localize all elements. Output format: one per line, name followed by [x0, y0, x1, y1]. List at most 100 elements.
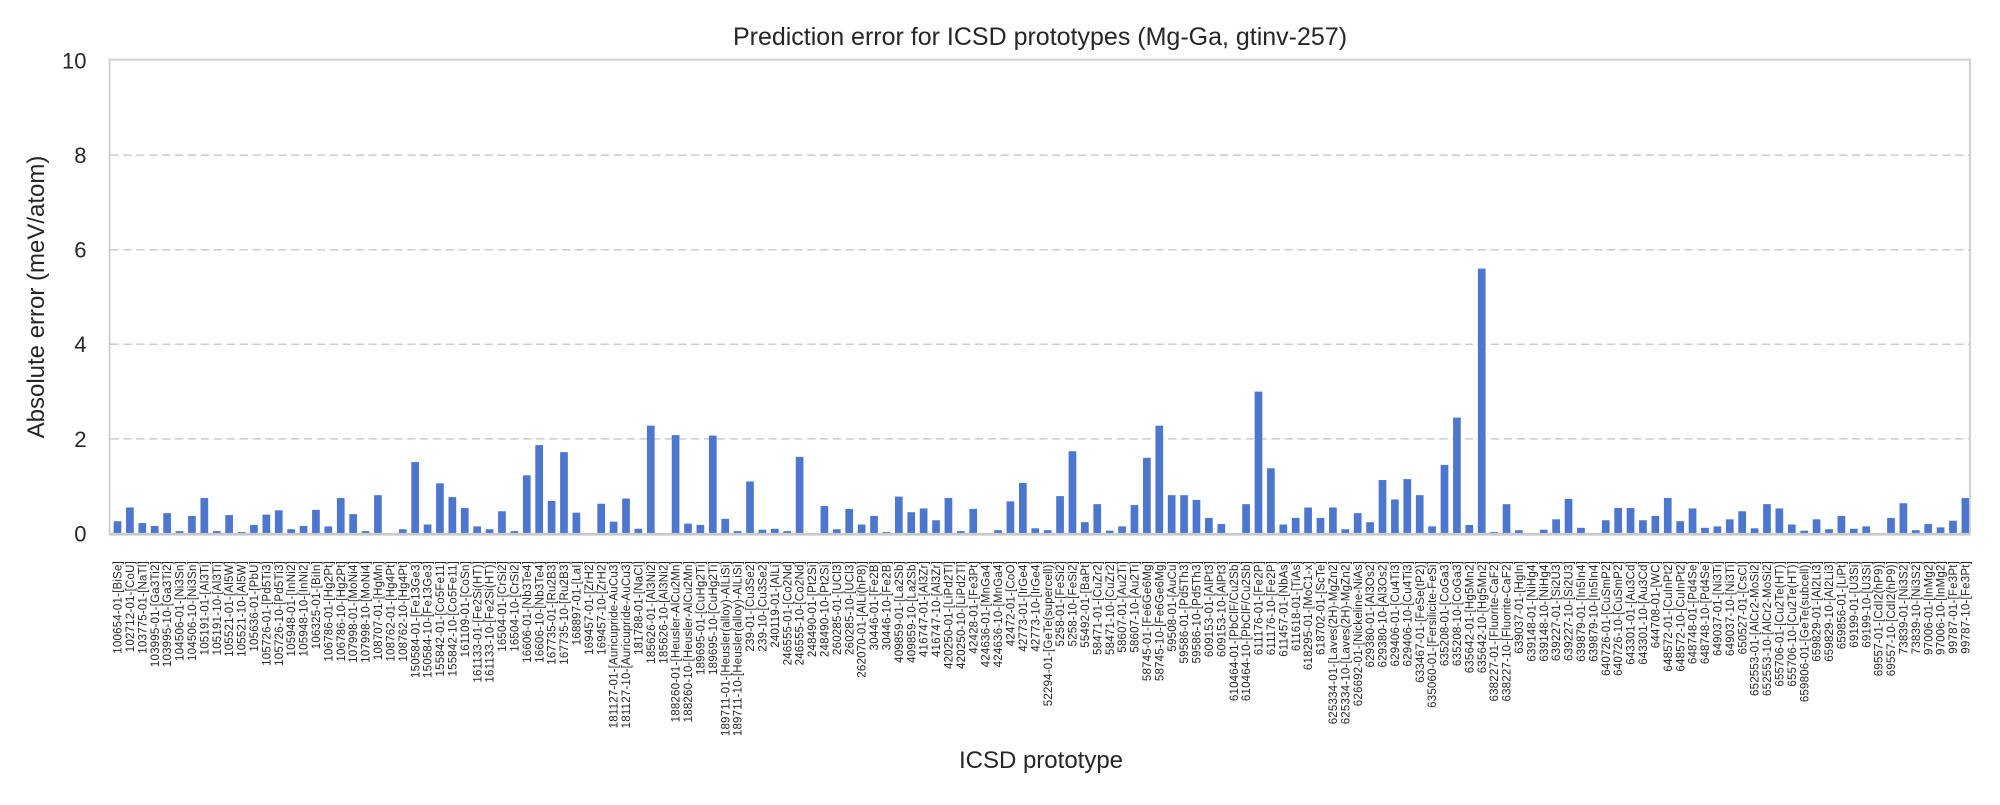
svg-text:618295-01-[MoC1-x]: 618295-01-[MoC1-x] [1303, 561, 1315, 670]
svg-text:42773-10-[IrGe4]: 42773-10-[IrGe4] [1030, 561, 1042, 652]
svg-text:103995-10-[Ga3Ti2]: 103995-10-[Ga3Ti2] [162, 561, 174, 667]
svg-text:168897-01-[LaI]: 168897-01-[LaI] [571, 561, 583, 645]
svg-text:104506-01-[Ni3Sn]: 104506-01-[Ni3Sn] [175, 561, 187, 661]
svg-text:639227-10-[Si2U3]: 639227-10-[Si2U3] [1564, 561, 1576, 661]
svg-text:10: 10 [62, 48, 86, 73]
svg-text:185626-10-[Al3Ni2]: 185626-10-[Al3Ni2] [658, 561, 670, 664]
svg-text:105521-10-[Al5W]: 105521-10-[Al5W] [237, 561, 249, 657]
svg-text:8: 8 [74, 143, 86, 168]
svg-text:73839-10-[Ni3S2]: 73839-10-[Ni3S2] [1911, 561, 1923, 654]
svg-text:409859-10-[La2Sb]: 409859-10-[La2Sb] [906, 561, 918, 663]
svg-text:103995-01-[Ga3Ti2]: 103995-01-[Ga3Ti2] [150, 561, 162, 667]
svg-text:239-01-[Cu3Se2]: 239-01-[Cu3Se2] [745, 561, 757, 652]
svg-text:648748-01-[Pd4Se]: 648748-01-[Pd4Se] [1688, 561, 1700, 664]
svg-text:638227-10-[Fluorite-CaF2]: 638227-10-[Fluorite-CaF2] [1502, 561, 1514, 702]
svg-text:640726-10-[CuSmP2]: 640726-10-[CuSmP2] [1613, 561, 1625, 676]
svg-text:161133-01-[Fe2Si(HT)]: 161133-01-[Fe2Si(HT)] [472, 561, 484, 683]
svg-text:416747-10-[Al3Zr]: 416747-10-[Al3Zr] [931, 561, 943, 657]
svg-text:42472-01-[CoO]: 42472-01-[CoO] [1006, 561, 1018, 646]
svg-text:181788-01-[NaCl]: 181788-01-[NaCl] [633, 561, 645, 655]
svg-text:105521-01-[Al5W]: 105521-01-[Al5W] [224, 561, 236, 657]
svg-text:659829-10-[Al2Li3]: 659829-10-[Al2Li3] [1824, 561, 1836, 662]
svg-text:100654-01-[BiSe]: 100654-01-[BiSe] [113, 561, 125, 654]
svg-text:0: 0 [74, 521, 86, 546]
svg-text:150584-10-[Fe13Ge3]: 150584-10-[Fe13Ge3] [423, 561, 435, 678]
svg-text:239-10-[Cu3Se2]: 239-10-[Cu3Se2] [758, 561, 770, 652]
svg-text:16606-10-[Nb3Te4]: 16606-10-[Nb3Te4] [534, 561, 546, 663]
svg-text:639879-10-[In5In4]: 639879-10-[In5In4] [1588, 561, 1600, 662]
svg-text:629380-10-[Al3Os2]: 629380-10-[Al3Os2] [1378, 561, 1390, 668]
svg-text:424636-01-[MnGa4]: 424636-01-[MnGa4] [981, 561, 993, 667]
svg-text:108762-10-[Hg4Pt]: 108762-10-[Hg4Pt] [398, 561, 410, 662]
svg-text:648748-10-[Pd4Se]: 648748-10-[Pd4Se] [1700, 561, 1712, 664]
svg-text:2: 2 [74, 427, 86, 452]
svg-text:16504-10-[CrSi2]: 16504-10-[CrSi2] [509, 561, 521, 652]
svg-text:6: 6 [74, 238, 86, 263]
svg-text:262070-01-[AlLi(hP8)]: 262070-01-[AlLi(hP8)] [857, 561, 869, 678]
svg-text:633467-01-[FeSe(tP2)]: 633467-01-[FeSe(tP2)] [1415, 561, 1427, 683]
svg-text:188260-01-[Heusler-AlCu2Mn]: 188260-01-[Heusler-AlCu2Mn] [671, 561, 683, 722]
svg-text:102712-01-[CoU]: 102712-01-[CoU] [125, 561, 137, 652]
svg-text:97006-10-[InMg2]: 97006-10-[InMg2] [1936, 561, 1948, 655]
svg-text:58745-01-[Fe6Ge6Mg]: 58745-01-[Fe6Ge6Mg] [1142, 561, 1154, 681]
svg-text:167735-01-[Ru2B3]: 167735-01-[Ru2B3] [547, 561, 559, 665]
svg-text:106786-01-[Hg2Pt]: 106786-01-[Hg2Pt] [323, 561, 335, 662]
svg-text:69557-01-[CdI2(hP9)]: 69557-01-[CdI2(hP9)] [1874, 561, 1886, 676]
svg-text:185626-01-[Al3Ni2]: 185626-01-[Al3Ni2] [646, 561, 658, 664]
svg-text:618702-01-[ScTe]: 618702-01-[ScTe] [1316, 561, 1328, 655]
svg-text:106325-01-[BiIn]: 106325-01-[BiIn] [311, 561, 323, 649]
svg-text:635642-01-[Hg5Mn2]: 635642-01-[Hg5Mn2] [1464, 561, 1476, 673]
svg-text:105191-01-[Al3Ti]: 105191-01-[Al3Ti] [199, 561, 211, 655]
svg-text:105636-01-[PbU]: 105636-01-[PbU] [249, 561, 261, 652]
svg-text:246555-01-[Co2Nd]: 246555-01-[Co2Nd] [782, 561, 794, 665]
svg-text:610464-10-[PbClF/Cu2Sb]: 610464-10-[PbClF/Cu2Sb] [1241, 561, 1253, 701]
svg-text:58607-01-[Au2Ti]: 58607-01-[Au2Ti] [1117, 561, 1129, 653]
svg-text:416747-01-[Al3Zr]: 416747-01-[Al3Zr] [919, 561, 931, 657]
svg-text:611176-01-[Fe2P]: 611176-01-[Fe2P] [1254, 561, 1266, 655]
svg-text:5258-01-[FeSi2]: 5258-01-[FeSi2] [1055, 561, 1067, 646]
svg-text:424636-10-[MnGa4]: 424636-10-[MnGa4] [993, 561, 1005, 667]
svg-text:611176-10-[Fe2P]: 611176-10-[Fe2P] [1266, 561, 1278, 655]
svg-text:610464-01-[PbClF/Cu2Sb]: 610464-01-[PbClF/Cu2Sb] [1229, 561, 1241, 701]
svg-text:161133-10-[Fe2Si(HT)]: 161133-10-[Fe2Si(HT)] [485, 561, 497, 683]
svg-text:635060-01-[Fersilicite-FeSi]: 635060-01-[Fersilicite-FeSi] [1427, 561, 1439, 708]
svg-text:4: 4 [74, 332, 86, 357]
svg-text:635208-01-[CoGa3]: 635208-01-[CoGa3] [1440, 561, 1452, 666]
svg-text:659806-01-[GeTe(subcell)]: 659806-01-[GeTe(subcell)] [1799, 561, 1811, 702]
svg-text:629406-01-[Cu4Ti3]: 629406-01-[Cu4Ti3] [1390, 561, 1402, 666]
svg-text:42428-01-[Fe3Pt]: 42428-01-[Fe3Pt] [968, 561, 980, 654]
svg-text:639037-01-[HgIn]: 639037-01-[HgIn] [1514, 561, 1526, 654]
svg-text:659856-01-[LiPt]: 659856-01-[LiPt] [1836, 561, 1848, 649]
svg-text:409859-01-[La2Sb]: 409859-01-[La2Sb] [894, 561, 906, 663]
svg-text:625334-10-[Laves(2H)-MgZn2]: 625334-10-[Laves(2H)-MgZn2] [1340, 561, 1352, 724]
svg-text:69199-10-[U3Si]: 69199-10-[U3Si] [1861, 561, 1873, 648]
svg-text:106786-10-[Hg2Pt]: 106786-10-[Hg2Pt] [336, 561, 348, 662]
svg-text:30446-10-[Fe2B]: 30446-10-[Fe2B] [882, 561, 894, 650]
svg-text:Prediction error for ICSD prot: Prediction error for ICSD prototypes (Mg… [733, 23, 1347, 51]
svg-text:181127-10-[Auricupride-AuCu3]: 181127-10-[Auricupride-AuCu3] [621, 561, 633, 728]
svg-text:643301-01-[Au3Cd]: 643301-01-[Au3Cd] [1626, 561, 1638, 665]
svg-text:155842-01-[Co5Fe11]: 155842-01-[Co5Fe11] [435, 561, 447, 676]
svg-text:650527-01-[CsCl]: 650527-01-[CsCl] [1737, 561, 1749, 654]
svg-text:69557-10-[CdI2(hP9)]: 69557-10-[CdI2(hP9)] [1886, 561, 1898, 676]
svg-text:659829-01-[Al2Li3]: 659829-01-[Al2Li3] [1812, 561, 1824, 662]
svg-text:609153-10-[AlPt3]: 609153-10-[AlPt3] [1216, 561, 1228, 657]
svg-text:ICSD prototype: ICSD prototype [959, 747, 1123, 774]
svg-text:Absolute error (meV/atom): Absolute error (meV/atom) [23, 156, 50, 439]
svg-text:655706-10-[Cu2Te(HT)]: 655706-10-[Cu2Te(HT)] [1787, 561, 1799, 687]
svg-text:640726-01-[CuSmP2]: 640726-01-[CuSmP2] [1601, 561, 1613, 676]
svg-text:30446-01-[Fe2B]: 30446-01-[Fe2B] [869, 561, 881, 650]
svg-text:169457-10-[ZrH2]: 169457-10-[ZrH2] [596, 561, 608, 655]
svg-text:99787-01-[Fe3Pt]: 99787-01-[Fe3Pt] [1948, 561, 1960, 654]
svg-text:638227-01-[Fluorite-CaF2]: 638227-01-[Fluorite-CaF2] [1489, 561, 1501, 702]
svg-text:105726-01-[Pd5Ti3]: 105726-01-[Pd5Ti3] [261, 561, 273, 666]
svg-text:609153-01-[AlPt3]: 609153-01-[AlPt3] [1204, 561, 1216, 657]
svg-text:155842-10-[Co5Fe11]: 155842-10-[Co5Fe11] [447, 561, 459, 676]
svg-text:107998-10-[MoNi4]: 107998-10-[MoNi4] [361, 561, 373, 663]
svg-text:58745-10-[Fe6Ge6Mg]: 58745-10-[Fe6Ge6Mg] [1154, 561, 1166, 681]
svg-text:108707-01-[HgMn]: 108707-01-[HgMn] [373, 561, 385, 660]
svg-text:639879-01-[In5In4]: 639879-01-[In5In4] [1576, 561, 1588, 662]
svg-text:625334-01-[Laves(2H)-MgZn2]: 625334-01-[Laves(2H)-MgZn2] [1328, 561, 1340, 724]
svg-text:639148-01-[NiHg4]: 639148-01-[NiHg4] [1526, 561, 1538, 662]
svg-text:58471-10-[CuZr2]: 58471-10-[CuZr2] [1105, 561, 1117, 655]
